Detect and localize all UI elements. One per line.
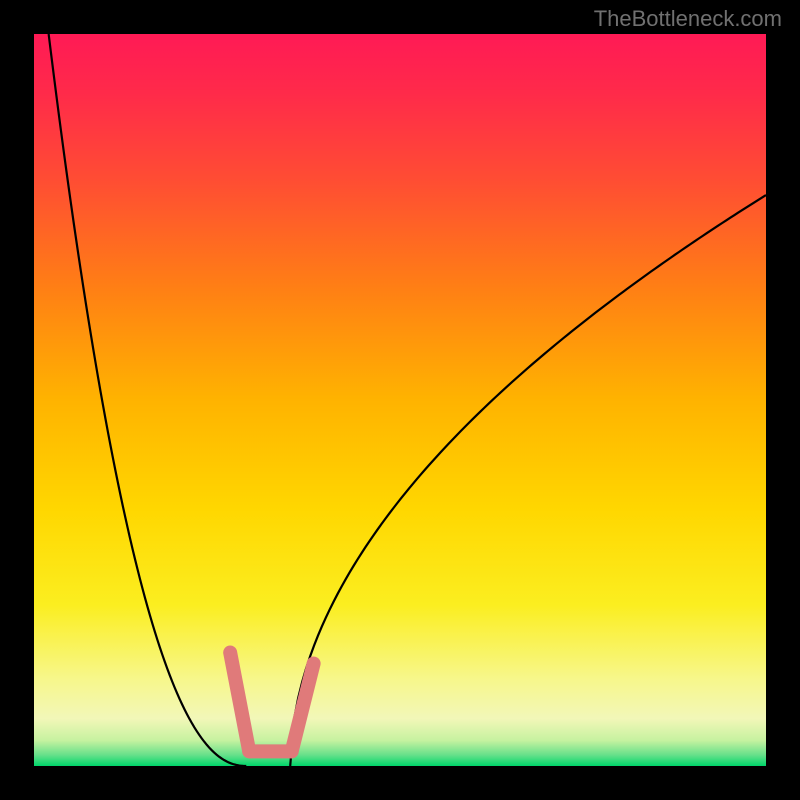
curve-left-branch <box>49 34 247 766</box>
curve-right-branch <box>290 195 766 766</box>
chart-stage: TheBottleneck.com <box>0 0 800 800</box>
curve-overlay <box>0 0 800 800</box>
dip-marker-segment-0 <box>230 653 249 752</box>
watermark-text: TheBottleneck.com <box>594 6 782 32</box>
